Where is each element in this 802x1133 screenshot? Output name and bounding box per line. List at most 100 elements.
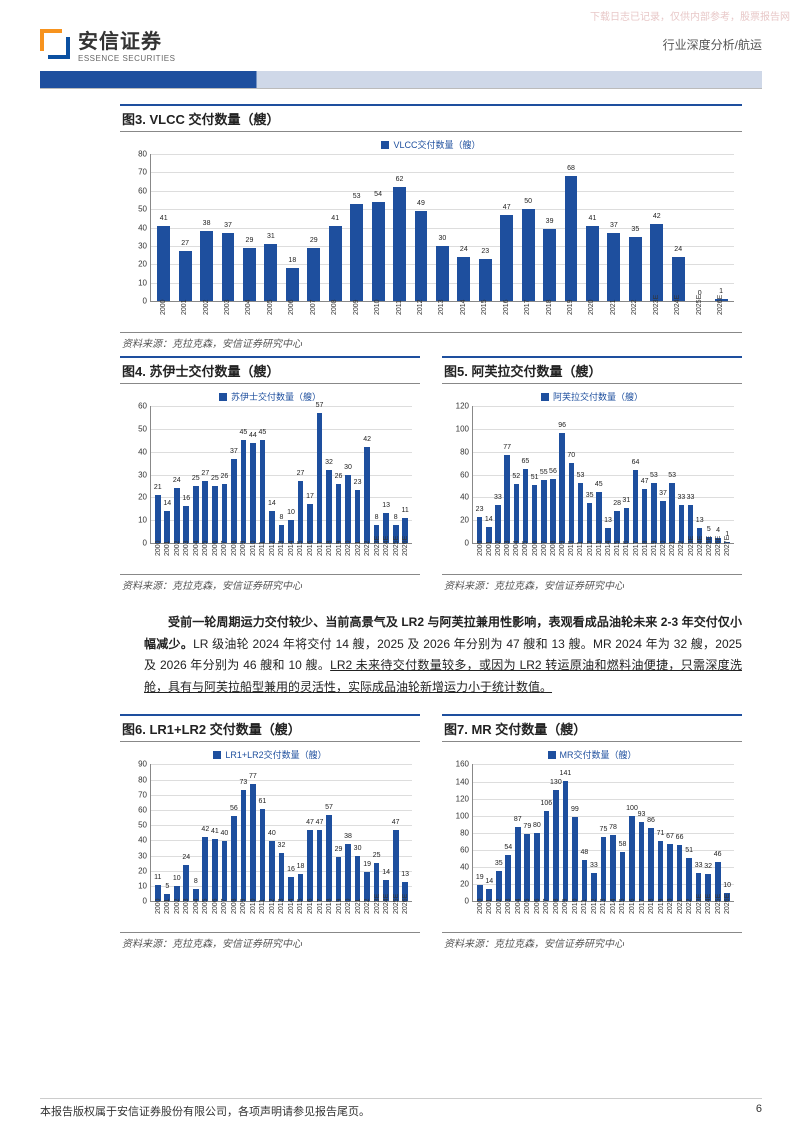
logo: 安信证券 ESSENCE SECURITIES xyxy=(40,25,175,63)
c6-xtick: 2014 xyxy=(288,899,295,915)
c5-bar-label: 53 xyxy=(577,472,585,479)
c7-xtick: 2018 xyxy=(648,899,655,915)
c6-xtick: 2015 xyxy=(297,899,304,915)
c5-ytick: 120 xyxy=(447,402,469,411)
c4-bar: 23 xyxy=(355,490,361,543)
c4-bar-label: 26 xyxy=(335,473,343,480)
c7-bar-label: 71 xyxy=(657,830,665,837)
c7-ytick: 100 xyxy=(447,811,469,820)
c3-bar-label: 37 xyxy=(224,222,232,229)
c3-bar-label: 37 xyxy=(610,222,618,229)
c4-bar: 14 xyxy=(269,511,275,543)
c7-bar: 51 xyxy=(686,858,692,902)
c6-xtick: 2001 xyxy=(164,899,171,915)
c7-xtick: 2009 xyxy=(562,899,569,915)
c6-ytick: 30 xyxy=(125,851,147,860)
c7-bar: 106 xyxy=(544,811,550,902)
c3-xtick: 2002 xyxy=(203,299,210,315)
c6-ytick: 70 xyxy=(125,790,147,799)
c6-bar-label: 16 xyxy=(287,866,295,873)
c5-bar: 77 xyxy=(504,455,510,543)
c3-bar: 29 xyxy=(243,248,256,301)
footer-disclaimer: 本报告版权属于安信证券股份有限公司，各项声明请参见报告尾页。 xyxy=(40,1103,370,1119)
c6-bar-label: 5 xyxy=(165,883,169,890)
c3-xtick: 2015 xyxy=(481,299,488,315)
chart-3: 图3. VLCC 交付数量（艘） VLCC交付数量（艘）010203040506… xyxy=(120,104,742,350)
c3-xtick: 2024E xyxy=(674,295,681,315)
logo-icon xyxy=(40,29,70,59)
c7-bar-label: 33 xyxy=(590,862,598,869)
c3-xtick: 2018 xyxy=(546,299,553,315)
c7-bar: 141 xyxy=(563,781,569,902)
c7-xtick: 2023E xyxy=(696,894,703,914)
c6-bar-label: 47 xyxy=(316,819,324,826)
c4-bar-label: 45 xyxy=(239,429,247,436)
c5-bar: 45 xyxy=(596,492,602,543)
c4-bar: 25 xyxy=(212,486,218,543)
c5-bar: 55 xyxy=(541,480,547,543)
c4-ytick: 0 xyxy=(125,539,147,548)
c3-bar-label: 35 xyxy=(631,226,639,233)
c6-xtick: 2019 xyxy=(336,899,343,915)
c3-xtick: 2025E xyxy=(696,295,703,315)
c4-bar: 27 xyxy=(202,481,208,543)
c6-ytick: 40 xyxy=(125,836,147,845)
c7-bar-label: 54 xyxy=(504,844,512,851)
c5-xtick: 2020 xyxy=(660,540,667,556)
c4-bar-label: 44 xyxy=(249,432,257,439)
body-paragraph: 受前一轮周期运力交付较少、当前高景气及 LR2 与阿芙拉兼用性影响，表观看成品油… xyxy=(120,598,742,714)
c5-xtick: 2017 xyxy=(633,540,640,556)
c6-xtick: 2011 xyxy=(259,899,266,914)
c6-xtick: 2009 xyxy=(240,899,247,915)
chart-5-title: 图5. 阿芙拉交付数量（艘） xyxy=(442,356,742,384)
c3-bar: 37 xyxy=(607,233,620,301)
c3-bar: 39 xyxy=(543,229,556,301)
c5-plot: 0204060801001202320001420013320027720035… xyxy=(472,406,734,544)
c6-plot: 0102030405060708090112000520011020022420… xyxy=(150,764,412,902)
c5-legend: 阿芙拉交付数量（艘） xyxy=(442,384,742,403)
c4-bar: 21 xyxy=(155,495,161,543)
c4-xtick: 2019 xyxy=(336,540,343,556)
c6-xtick: 2003 xyxy=(183,899,190,915)
header-rule xyxy=(40,71,762,89)
c5-bar-label: 28 xyxy=(613,500,621,507)
c3-bar: 35 xyxy=(629,237,642,301)
c4-bar: 57 xyxy=(317,413,323,543)
c5-ytick: 80 xyxy=(447,447,469,456)
c7-bar-label: 87 xyxy=(514,816,522,823)
c7-xtick: 2002 xyxy=(496,899,503,915)
c5-bar: 31 xyxy=(624,508,630,543)
header-category: 行业深度分析/航运 xyxy=(663,36,762,53)
c4-bar-label: 8 xyxy=(280,514,284,521)
c7-xtick: 2015 xyxy=(619,899,626,915)
c5-bar-label: 47 xyxy=(641,478,649,485)
chart-6-source: 资料来源：克拉克森，安信证券研究中心 xyxy=(120,932,420,950)
c4-xtick: 2001 xyxy=(164,540,171,556)
c4-legend: 苏伊士交付数量（艘） xyxy=(120,384,420,403)
c7-bar-label: 10 xyxy=(723,882,731,889)
c6-xtick: 2018 xyxy=(326,899,333,915)
c3-ytick: 10 xyxy=(125,278,147,287)
c6-bar-label: 42 xyxy=(201,826,209,833)
c4-xtick: 2010 xyxy=(250,540,257,556)
c5-xtick: 2024E xyxy=(697,536,704,556)
c3-ytick: 0 xyxy=(125,297,147,306)
c4-ytick: 40 xyxy=(125,447,147,456)
c4-bar-label: 11 xyxy=(402,507,409,514)
c5-bar-label: 52 xyxy=(512,473,520,480)
c5-bar-label: 65 xyxy=(522,458,530,465)
c3-bar: 37 xyxy=(222,233,235,301)
c5-bar-label: 33 xyxy=(687,494,695,501)
c5-bar: 96 xyxy=(559,433,565,543)
c6-ytick: 0 xyxy=(125,897,147,906)
c4-xtick: 2006 xyxy=(212,540,219,556)
c6-bar: 61 xyxy=(260,809,266,902)
c3-xtick: 2019 xyxy=(567,299,574,315)
c7-bar-label: 75 xyxy=(600,826,608,833)
c6-xtick: 2022 xyxy=(364,899,371,915)
c7-ytick: 140 xyxy=(447,777,469,786)
c3-xtick: 2008 xyxy=(331,299,338,315)
c5-bar: 70 xyxy=(569,463,575,543)
c7-bar: 66 xyxy=(677,845,683,902)
c4-xtick: 2021 xyxy=(355,540,362,556)
